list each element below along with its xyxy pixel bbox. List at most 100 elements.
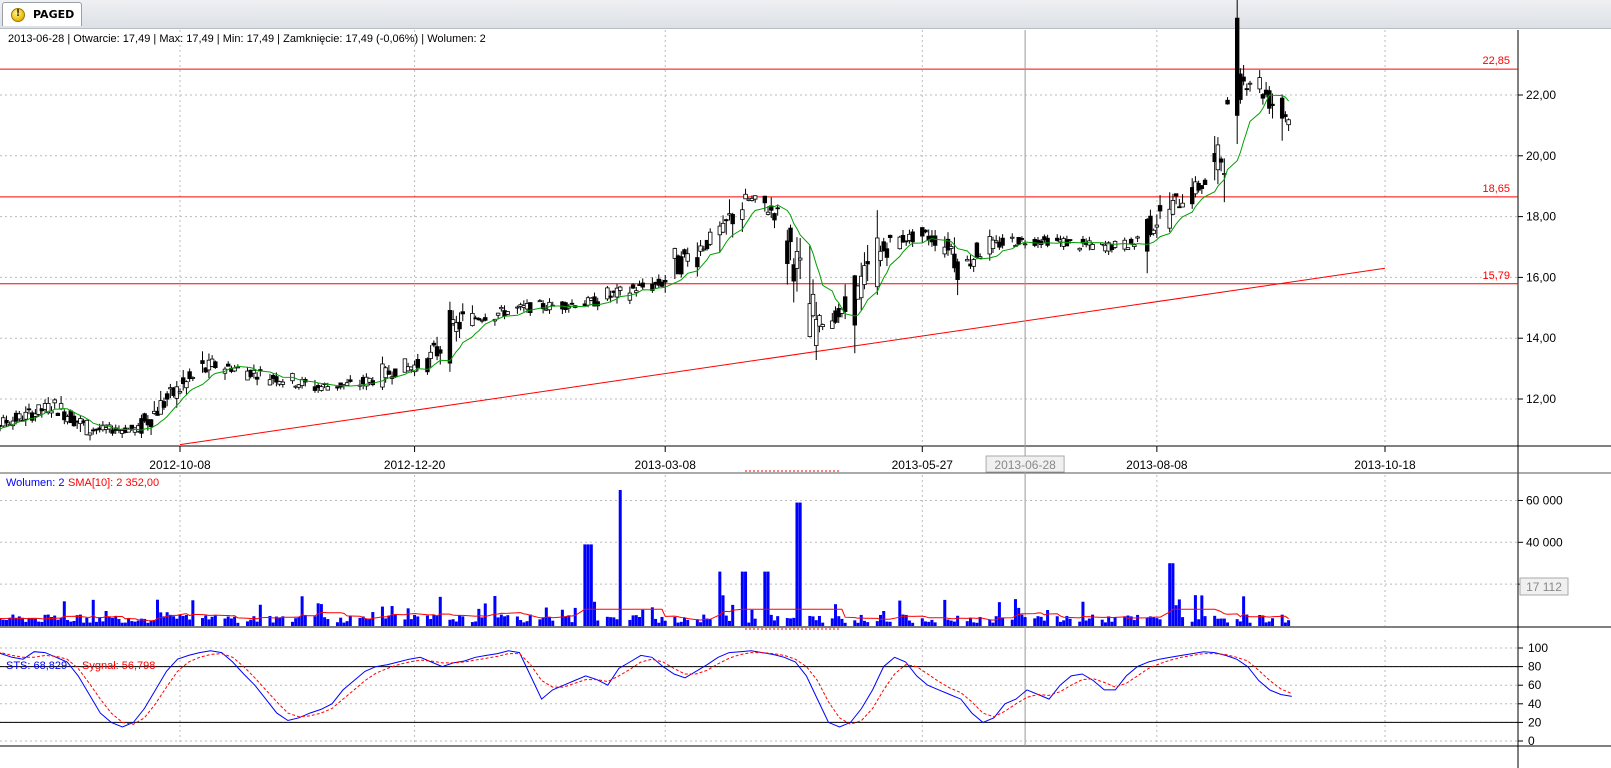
candle-body — [977, 256, 983, 259]
candle-body — [1077, 247, 1082, 251]
volume-bar — [618, 490, 622, 626]
candle-body — [164, 393, 170, 400]
level-label: 18,65 — [1482, 183, 1510, 195]
volume-bar — [233, 616, 237, 626]
volume-bar — [342, 622, 346, 626]
candle-body — [1238, 73, 1243, 100]
moving-average-line — [0, 94, 1289, 431]
volume-bar — [156, 599, 160, 626]
volume-bar — [184, 615, 188, 626]
candle-body — [428, 351, 433, 359]
candle-body — [139, 418, 144, 434]
volume-bar — [168, 614, 172, 626]
volume-bar — [470, 622, 474, 626]
volume-bar — [1103, 622, 1107, 626]
volume-tick-label: 60 000 — [1526, 493, 1563, 507]
volume-bar — [660, 616, 664, 626]
candle-body — [470, 313, 475, 327]
volume-bar — [258, 604, 262, 626]
candle-body — [878, 250, 883, 261]
volume-bar — [911, 622, 915, 626]
volume-bar — [1177, 599, 1181, 626]
volume-bar — [930, 619, 934, 626]
volume-bar — [1171, 563, 1175, 626]
volume-bar — [59, 617, 63, 626]
volume-bar — [702, 614, 706, 626]
volume-bar — [503, 616, 507, 626]
candle-body — [62, 411, 67, 421]
volume-bar — [663, 620, 667, 626]
candle-body — [952, 253, 957, 269]
date-tick-label: 2012-12-20 — [384, 458, 446, 472]
info-volume: 2 — [479, 33, 486, 45]
volume-bar — [551, 620, 555, 626]
volume-bar — [1042, 620, 1046, 626]
volume-bar — [994, 616, 998, 626]
info-close: 17,49 (-0,06%) — [345, 33, 419, 45]
candle-body — [743, 193, 748, 200]
volume-bar — [1271, 618, 1275, 626]
candle-body — [630, 284, 636, 289]
candle-body — [344, 382, 350, 386]
volume-bar — [133, 621, 137, 626]
volume-bar — [885, 621, 889, 626]
candle-body — [791, 264, 796, 282]
volume-bar — [236, 622, 240, 626]
volume-bar — [435, 615, 439, 626]
volume-bar — [978, 616, 982, 626]
volume-bar — [682, 617, 686, 626]
price-tick-label: 18,00 — [1526, 210, 1556, 224]
date-tick-label: 2013-08-08 — [1126, 458, 1188, 472]
volume-bar — [956, 615, 960, 626]
volume-bar — [975, 622, 979, 626]
candle-body — [46, 403, 51, 414]
volume-bar — [152, 619, 156, 626]
candle-body — [971, 259, 976, 267]
volume-bar — [991, 622, 995, 626]
volume-bar — [368, 618, 372, 626]
volume-bar — [589, 544, 593, 626]
candle-body — [1132, 244, 1137, 247]
volume-bar — [1219, 618, 1223, 626]
volume-bar — [17, 616, 21, 626]
candle-body — [505, 311, 510, 315]
volume-bar — [1078, 621, 1082, 626]
volume-bar — [952, 621, 956, 626]
volume-bar — [40, 621, 44, 626]
info-open-label: Otwarcie: — [73, 33, 120, 45]
candle-body — [762, 195, 768, 204]
volume-bar — [226, 616, 230, 626]
candle-body — [1170, 200, 1176, 215]
volume-bar — [316, 603, 320, 626]
volume-bar — [525, 621, 529, 626]
candle-body — [55, 412, 61, 417]
volume-bar — [432, 614, 436, 626]
candle-body — [402, 358, 408, 373]
candle-body — [685, 253, 690, 262]
candle-body — [528, 302, 533, 313]
candle-body — [1010, 236, 1015, 239]
volume-bar — [821, 622, 825, 626]
candle-body — [1180, 202, 1185, 208]
volume-bar — [335, 622, 339, 626]
tab-paged[interactable]: ! PAGED — [2, 2, 82, 26]
volume-bar — [1283, 622, 1287, 626]
volume-bar — [766, 571, 770, 626]
volume-bars — [0, 490, 1291, 626]
volume-bar — [1235, 619, 1239, 626]
candle-body — [679, 256, 684, 275]
volume-bar — [274, 616, 278, 626]
volume-bar — [1, 619, 5, 626]
volume-bar — [271, 622, 275, 626]
candle-body — [1244, 88, 1250, 91]
info-date: 2013-06-28 — [8, 33, 65, 45]
volume-bar — [927, 621, 931, 626]
volume-bar — [371, 612, 375, 626]
volume-bar — [888, 621, 892, 626]
volume-bar — [997, 602, 1001, 626]
candle-body — [267, 379, 273, 386]
candle-body — [499, 307, 504, 310]
volume-bar — [920, 618, 924, 626]
candle-body — [595, 301, 600, 307]
